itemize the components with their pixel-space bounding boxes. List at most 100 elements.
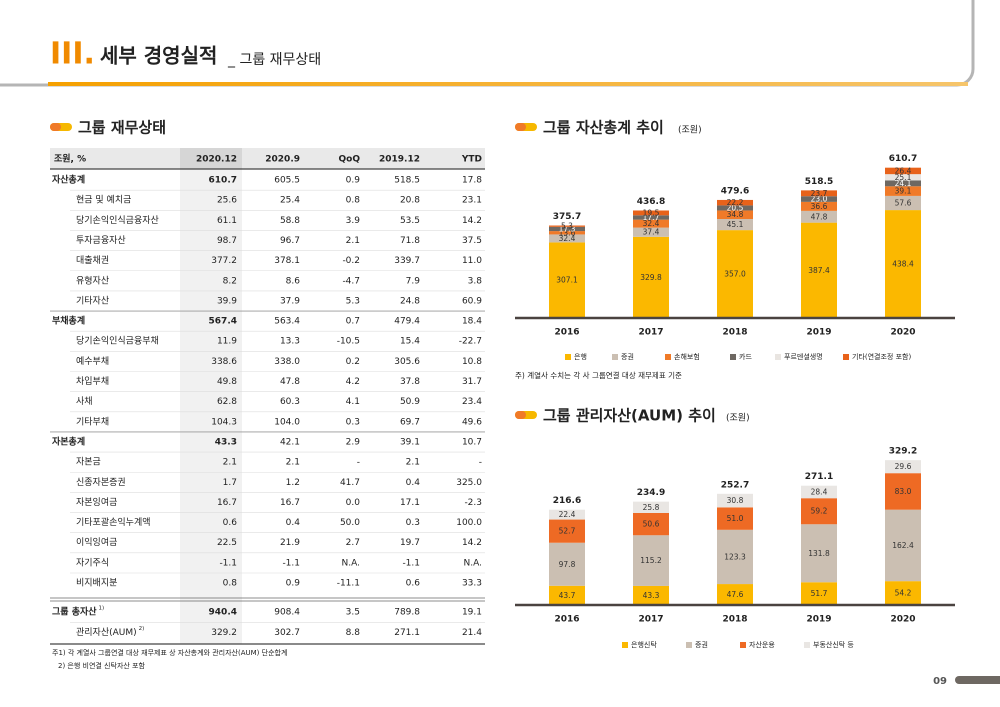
bar-segment: [885, 195, 921, 211]
data-label: 329.8: [640, 273, 662, 282]
x-tick-label: 2019: [806, 615, 831, 625]
data-label: 54.2: [895, 589, 912, 598]
bar-segment: [885, 460, 921, 474]
cell: 100.0: [456, 518, 482, 528]
data-label: 47.6: [727, 590, 744, 599]
cell: 0.2: [346, 357, 360, 367]
bar-segment: [885, 210, 921, 318]
row-label: 기타자산: [76, 295, 109, 306]
page-number: 09: [933, 676, 947, 687]
bar-segment: [549, 542, 585, 586]
cell: 14.2: [462, 216, 482, 226]
data-label: 32.4: [643, 219, 660, 228]
cell: 11.9: [217, 337, 237, 347]
x-tick-label: 2017: [638, 328, 663, 338]
x-tick-label: 2016: [554, 328, 579, 338]
cell: -22.7: [459, 337, 482, 347]
cell: 14.2: [462, 538, 482, 548]
cell: 60.9: [462, 296, 482, 306]
row-label: 기타포괄손익누계액: [76, 516, 151, 528]
x-tick-label: 2020: [890, 615, 915, 625]
bar-segment: [549, 225, 585, 227]
footnote: 주1) 각 계열사 그룹연결 대상 재무제표 상 자산총계와 관리자산(AUM)…: [52, 648, 287, 657]
total-label: 479.6: [721, 186, 749, 196]
cell: -2.3: [464, 498, 482, 508]
row-label: 사채: [76, 396, 93, 407]
legend-swatch: [686, 642, 692, 648]
cell: 50.9: [400, 397, 420, 407]
cell: 50.0: [340, 518, 360, 528]
bar-segment: [801, 222, 837, 318]
legend-label: 증권: [695, 641, 708, 649]
data-label: 19.5: [643, 208, 660, 217]
row-label: 자기주식: [76, 557, 109, 568]
cell: 3.9: [346, 216, 361, 226]
legend-swatch: [565, 354, 571, 360]
cell: 4.2: [346, 377, 360, 387]
cell: N.A.: [464, 558, 482, 568]
cell: 7.9: [406, 276, 421, 286]
cell: 563.4: [274, 317, 300, 327]
legend-swatch: [843, 354, 849, 360]
cell: 96.7: [280, 236, 300, 246]
cell: 0.4: [406, 478, 421, 488]
data-label: 17.7: [643, 213, 660, 222]
cell: 104.0: [274, 417, 300, 427]
cell: 23.1: [462, 196, 482, 206]
bar-segment: [549, 231, 585, 235]
row-label: 관리자산(AUM): [76, 627, 137, 638]
unit: (조원): [678, 125, 702, 136]
cell: 378.1: [274, 256, 300, 266]
cell: 0.9: [286, 579, 301, 589]
row-note: 2): [139, 626, 145, 632]
row-label: 부채총계: [52, 315, 85, 327]
bar-segment: [717, 230, 753, 318]
cell: 18.4: [462, 317, 482, 327]
cell: 17.1: [400, 498, 420, 508]
data-label: 357.0: [724, 270, 746, 279]
data-label: 37.4: [643, 228, 660, 237]
legend-label: 은행신탁: [631, 640, 657, 649]
data-label: 26.4: [895, 166, 912, 175]
cell: 37.5: [462, 236, 482, 246]
table-header-bg: [50, 148, 485, 169]
bar-segment: [633, 210, 669, 216]
x-tick-label: 2019: [806, 328, 831, 338]
cell: 2.1: [346, 236, 360, 246]
cell: 325.0: [456, 478, 482, 488]
data-label: 22.2: [727, 198, 744, 207]
cell: -1.1: [282, 558, 300, 568]
header-roman: III.: [50, 37, 95, 72]
cell: 1.2: [286, 478, 300, 488]
cell: 62.8: [217, 397, 237, 407]
chart-note: 주) 계열사 수치는 각 사 그룹연결 대상 재무제표 기준: [515, 370, 682, 380]
cell: 58.8: [280, 216, 300, 226]
cell: 61.1: [217, 216, 237, 226]
cell: -: [357, 458, 360, 468]
data-label: 32.4: [559, 234, 576, 243]
footnote: 2) 은행 비연결 신탁자산 포함: [58, 661, 145, 670]
data-label: 43.7: [559, 591, 576, 600]
bar-segment: [633, 219, 669, 228]
bar-segment: [801, 498, 837, 525]
total-label: 436.8: [637, 197, 665, 207]
data-label: 17.3: [559, 224, 576, 233]
x-tick-label: 2018: [722, 615, 747, 625]
legend-swatch: [612, 354, 618, 360]
icon: [50, 123, 72, 131]
header-frame: [0, 0, 975, 87]
cell: 3.8: [468, 276, 483, 286]
data-label: 51.0: [727, 514, 744, 523]
cell: 53.5: [400, 216, 420, 226]
cell: -1.1: [402, 558, 420, 568]
bar-segment: [801, 190, 837, 197]
icon: [515, 411, 537, 419]
data-label: 22.4: [559, 510, 576, 519]
cell: 605.5: [274, 176, 300, 186]
legend-label: 카드: [739, 352, 752, 361]
cell: 23.4: [462, 397, 482, 407]
bar-segment: [717, 219, 753, 231]
row-label: 현금 및 예치금: [76, 194, 131, 206]
total-label: 216.6: [553, 496, 581, 506]
